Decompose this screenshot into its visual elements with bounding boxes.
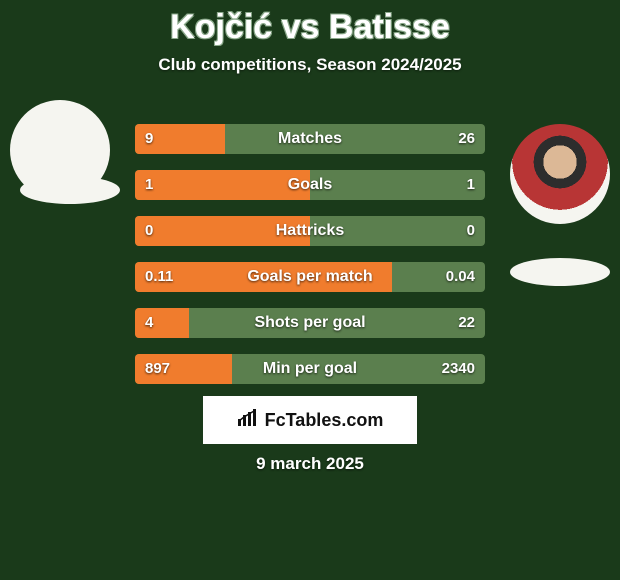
- stat-value-left: 0.11: [145, 262, 173, 292]
- stat-value-left: 1: [145, 170, 153, 200]
- stat-label: Hattricks: [135, 216, 485, 246]
- stat-label: Goals: [135, 170, 485, 200]
- stat-label: Goals per match: [135, 262, 485, 292]
- stat-row: Hattricks0 0: [135, 216, 485, 246]
- player-left-shadow: [20, 176, 120, 204]
- chart-icon: [237, 409, 259, 432]
- stat-value-left: 0: [145, 216, 153, 246]
- stat-value-right: 0.04: [446, 262, 475, 292]
- stat-label: Min per goal: [135, 354, 485, 384]
- date-text: 9 march 2025: [0, 454, 620, 474]
- stat-value-right: 2340: [442, 354, 475, 384]
- stat-label: Matches: [135, 124, 485, 154]
- player-right-avatar: [510, 124, 610, 224]
- stat-value-right: 22: [458, 308, 475, 338]
- stat-row: Min per goal897 2340: [135, 354, 485, 384]
- stat-row: Matches9 26: [135, 124, 485, 154]
- stat-value-left: 9: [145, 124, 153, 154]
- stat-value-left: 897: [145, 354, 170, 384]
- stat-value-right: 1: [467, 170, 475, 200]
- stat-value-left: 4: [145, 308, 153, 338]
- source-badge: FcTables.com: [203, 396, 417, 444]
- page-subtitle: Club competitions, Season 2024/2025: [0, 55, 620, 75]
- page-title: Kojčić vs Batisse: [0, 0, 620, 47]
- stats-bars: Matches9 26 Goals1 1 Hattricks0 0 Goals per ma…: [135, 124, 485, 400]
- stat-row: Goals per match0.11 0.04: [135, 262, 485, 292]
- stat-value-right: 26: [458, 124, 475, 154]
- player-right-shadow: [510, 258, 610, 286]
- stat-label: Shots per goal: [135, 308, 485, 338]
- stat-row: Goals1 1: [135, 170, 485, 200]
- stat-value-right: 0: [467, 216, 475, 246]
- source-badge-text: FcTables.com: [265, 410, 384, 431]
- stat-row: Shots per goal4 22: [135, 308, 485, 338]
